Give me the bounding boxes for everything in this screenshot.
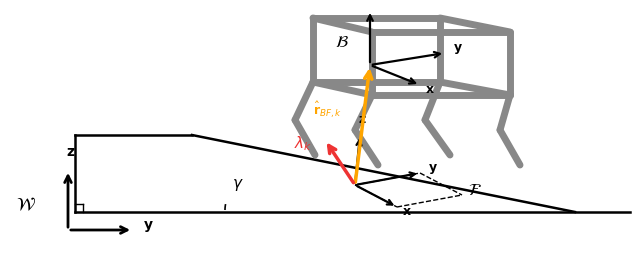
Text: $\gamma$: $\gamma$ <box>232 177 244 193</box>
Text: y: y <box>454 41 462 54</box>
Text: z: z <box>66 145 74 159</box>
Text: y: y <box>429 161 437 174</box>
Text: x: x <box>426 83 434 96</box>
Text: $\lambda_k$: $\lambda_k$ <box>294 134 312 153</box>
Text: y: y <box>143 218 152 232</box>
Text: $\mathcal{F}$: $\mathcal{F}$ <box>468 181 482 199</box>
Text: z: z <box>358 113 365 126</box>
Text: $\mathcal{B}$: $\mathcal{B}$ <box>335 33 349 51</box>
Text: $\hat{\mathbf{r}}_{BF,k}$: $\hat{\mathbf{r}}_{BF,k}$ <box>313 100 342 120</box>
Text: $\mathcal{W}$: $\mathcal{W}$ <box>16 196 36 214</box>
Text: x: x <box>403 205 411 218</box>
